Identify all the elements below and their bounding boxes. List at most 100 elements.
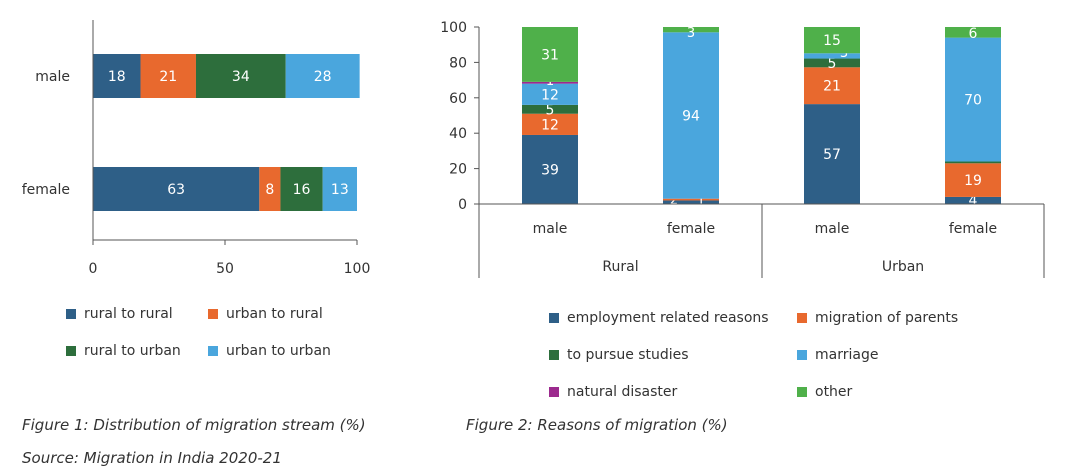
fig2-legend-swatch [797, 350, 807, 360]
fig1-x-tick-label: 100 [344, 261, 371, 277]
fig2-legend-swatch [549, 387, 559, 397]
fig2-data-label: 2 [670, 193, 678, 208]
fig2-category-label: female [667, 221, 715, 237]
fig1-legend-item: rural to urban [66, 343, 181, 359]
fig1-legend-label: urban to rural [226, 306, 323, 322]
fig2-y-tick-label: 20 [449, 162, 467, 178]
fig1-legend-swatch [208, 309, 218, 319]
fig1-legend-item: urban to rural [208, 306, 323, 322]
source-note: Source: Migration in India 2020-21 [22, 449, 282, 467]
fig2-data-label: 1 [697, 194, 705, 209]
fig2-bar-segment [663, 32, 719, 199]
fig2-data-label: 12 [541, 117, 559, 133]
fig1-data-label: 13 [331, 182, 349, 198]
fig2-bar-segment [522, 104, 578, 114]
fig2-bar-segment [804, 27, 860, 54]
fig2-legend-swatch [797, 387, 807, 397]
fig2-bar-segment [663, 198, 719, 201]
figure-1-chart: 18 21 34 28 male 63 8 16 13 female 0 50 100 [22, 20, 371, 277]
fig2-data-label: 19 [964, 173, 982, 189]
fig2-category-label: male [815, 221, 850, 237]
fig2-bar-segment [663, 200, 719, 204]
fig2-bar-segment [945, 163, 1001, 197]
fig2-legend-label: migration of parents [815, 310, 959, 326]
fig1-data-label: 21 [159, 69, 177, 85]
fig2-data-label: 70 [964, 93, 982, 109]
figure-1-caption: Figure 1: Distribution of migration stre… [22, 416, 366, 434]
fig1-category-label: female [22, 182, 70, 198]
fig2-bar-segment [522, 134, 578, 204]
fig1-legend-label: rural to urban [84, 343, 181, 359]
fig1-bar-segment [322, 167, 357, 211]
fig2-data-label: 5 [546, 102, 555, 118]
fig2-legend-label: natural disaster [567, 384, 678, 400]
fig2-bar-segment [522, 81, 578, 84]
fig2-legend-swatch [549, 350, 559, 360]
fig2-bar-segment [945, 161, 1001, 164]
fig2-bar-segment [945, 27, 1001, 38]
fig2-data-label: 31 [541, 47, 559, 63]
fig1-legend-swatch [66, 346, 76, 356]
fig2-bar-segment [522, 83, 578, 105]
fig1-legend-item: rural to rural [66, 306, 173, 322]
fig1-data-label: 34 [232, 69, 250, 85]
fig1-bar-segment [140, 54, 196, 98]
fig2-bar-segment [804, 58, 860, 68]
fig2-group-label: Rural [602, 259, 638, 275]
fig2-bar-segment [945, 37, 1001, 162]
fig2-bar-segment [522, 27, 578, 82]
figure-2-chart: 3912512131male21943female57215315male419… [440, 20, 1045, 278]
fig2-data-label: 3 [840, 46, 848, 61]
fig2-legend-label: marriage [815, 347, 879, 363]
fig2-legend-swatch [549, 313, 559, 323]
fig2-legend-item: employment related reasons [549, 310, 769, 326]
fig1-data-label: 28 [314, 69, 332, 85]
fig1-data-label: 63 [167, 182, 185, 198]
fig2-data-label: 94 [682, 109, 700, 125]
fig2-bar-segment [522, 113, 578, 135]
fig2-legend-swatch [797, 313, 807, 323]
fig2-y-tick-label: 80 [449, 55, 467, 71]
fig2-data-label: 39 [541, 162, 559, 178]
fig2-bar-segment [804, 104, 860, 204]
fig2-y-tick-label: 100 [440, 20, 467, 36]
fig1-bar-segment [93, 167, 260, 211]
fig1-x-tick-label: 50 [216, 261, 234, 277]
fig2-bar-segment [945, 196, 1001, 204]
fig2-data-label: 15 [823, 33, 841, 49]
fig1-bar-segment [93, 54, 141, 98]
fig1-legend-swatch [208, 346, 218, 356]
fig1-data-label: 8 [265, 182, 274, 198]
fig1-legend-swatch [66, 309, 76, 319]
fig2-legend-item: natural disaster [549, 384, 677, 400]
fig2-data-label: 21 [823, 79, 841, 95]
fig2-category-label: male [533, 221, 568, 237]
fig2-y-tick-label: 0 [458, 197, 467, 213]
fig2-legend-item: other [797, 384, 852, 400]
fig2-data-label: 5 [828, 56, 837, 72]
fig2-data-label: 12 [541, 87, 559, 103]
fig2-legend-label: to pursue studies [567, 347, 689, 363]
fig2-group-label: Urban [882, 259, 924, 275]
fig1-legend-label: rural to rural [84, 306, 173, 322]
fig1-bar-segment [285, 54, 360, 98]
fig1-category-label: male [35, 69, 70, 85]
fig1-bar-segment [259, 167, 281, 211]
fig2-bar-segment [663, 27, 719, 33]
fig1-legend-label: urban to urban [226, 343, 331, 359]
figure-2-caption: Figure 2: Reasons of migration (%) [466, 416, 728, 434]
fig2-bar-segment [804, 67, 860, 105]
fig2-bar-segment [804, 53, 860, 59]
fig1-data-label: 16 [293, 182, 311, 198]
fig2-data-label: 57 [823, 147, 841, 163]
fig2-category-label: female [949, 221, 997, 237]
fig2-data-label: 6 [969, 26, 978, 42]
fig2-y-tick-label: 60 [449, 91, 467, 107]
fig1-legend-item: urban to urban [208, 343, 331, 359]
fig2-legend-item: to pursue studies [549, 347, 689, 363]
fig2-legend-item: marriage [797, 347, 878, 363]
fig2-data-label: 3 [687, 26, 695, 41]
fig1-bar-segment [280, 167, 323, 211]
fig2-legend-label: employment related reasons [567, 310, 769, 326]
